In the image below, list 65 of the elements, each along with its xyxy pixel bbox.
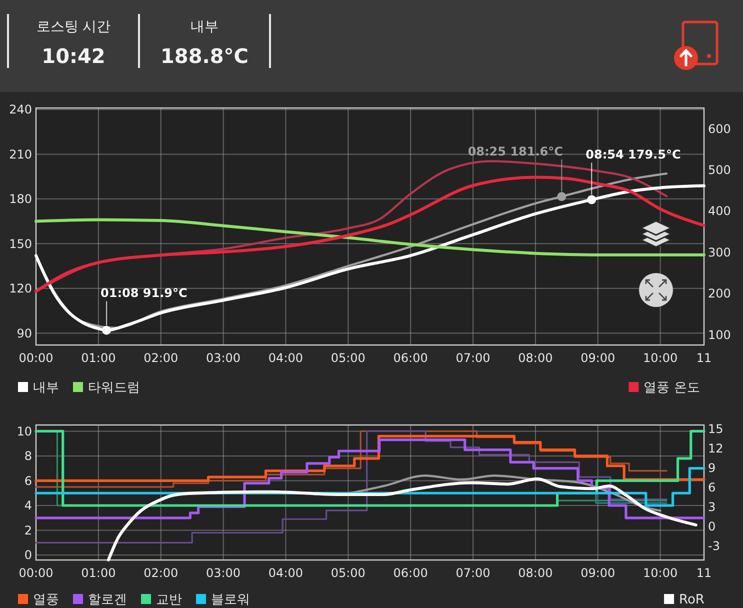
annotation: 08:54 179.5°C [586,148,681,162]
y-tick-label: 10 [16,424,32,438]
x-tick-label: 00:00 [18,566,54,580]
x-tick-label: 06:00 [393,566,428,580]
annotation: 08:25 181.6°C [468,144,564,159]
y-tick-label: 4 [24,498,32,513]
text: 10:42 [42,44,106,68]
x-tick-label: 01:00 [81,351,116,365]
x-tick-label: 09:00 [580,566,616,580]
text: 내부 [190,19,218,35]
x-tick-label: 05:00 [330,351,366,365]
x-tick-label: 09:00 [580,351,616,365]
y-tick-label: 2 [24,523,32,538]
x-tick-label: 03:00 [206,566,241,580]
y-tick-label: 180 [9,192,32,206]
x-tick-label: 07:00 [456,566,490,580]
x-tick-label: 00:00 [18,351,54,365]
y-tick-label: 6 [24,474,32,488]
y2-tick-label: 400 [708,204,731,218]
x-tick-label: 06:00 [393,351,428,365]
y2-tick-label: 500 [708,163,731,178]
x-tick-label: 10:00 [643,351,678,365]
y-tick-label: 240 [9,102,32,117]
x-tick-label: 07:00 [456,351,490,365]
y2-tick-label: 300 [708,245,731,260]
annotation: 01:08 91.9°C [100,286,188,300]
y2-tick-label: 200 [708,286,731,301]
y2-tick-label: 0 [708,519,716,534]
x-tick-label: 11 [696,351,712,365]
legend-label: 열풍 [33,592,59,608]
x-tick-label: 02:00 [144,566,178,580]
y-tick-label: 150 [9,236,32,251]
legend-label: 타워드럼 [88,380,140,396]
y2-tick-label: 6 [708,480,716,495]
x-tick-label: 08:00 [518,566,553,580]
legend-label: RoR [679,592,704,608]
y2-tick-label: 3 [708,500,716,514]
y-tick-label: 210 [9,147,32,162]
legend-label: 열풍 온도 [644,380,700,396]
x-tick-label: 01:00 [81,566,116,580]
x-tick-label: 02:00 [144,351,178,365]
x-tick-label: 04:00 [268,351,304,365]
y2-tick-label: 600 [708,122,731,136]
legend-label: 내부 [33,380,59,396]
x-tick-label: 05:00 [330,566,366,580]
x-tick-label: 08:00 [518,351,553,365]
y2-tick-label: 15 [708,422,724,436]
y-tick-label: 90 [16,326,32,340]
x-tick-label: 10:00 [643,566,678,580]
legend-label: 교반 [156,592,182,608]
y-tick-label: 120 [9,282,32,296]
x-tick-label: 11 [696,566,712,580]
legend-label: 할로겐 [88,592,127,608]
legend-label: 블로워 [211,592,250,608]
text: 로스팅 시간 [36,19,111,35]
y-tick-label: 0 [24,548,32,562]
y2-tick-label: 9 [708,461,716,476]
x-tick-label: 03:00 [206,351,241,365]
y2-tick-label: 100 [708,328,731,342]
y2-tick-label: 12 [708,442,724,456]
y-tick-label: 8 [24,449,32,464]
y2-tick-label: -3 [708,538,720,553]
x-tick-label: 04:00 [268,566,304,580]
line-series [34,218,706,256]
text: 188.8°C [160,44,248,68]
